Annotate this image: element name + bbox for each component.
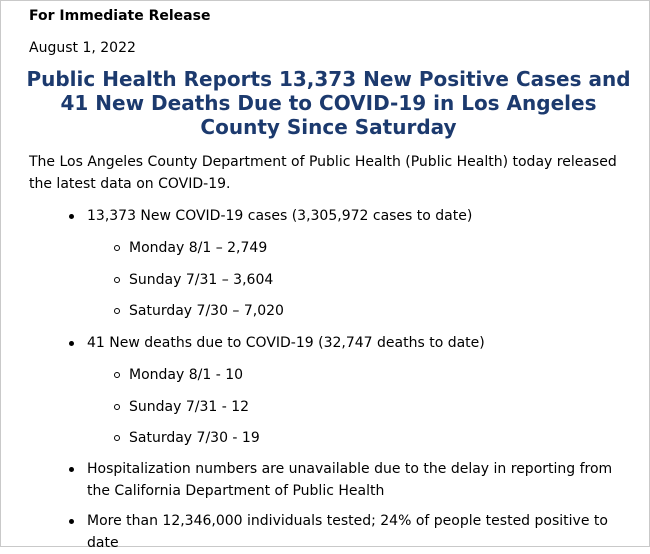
press-release-title: Public Health Reports 13,373 New Positiv… bbox=[26, 67, 631, 139]
release-label: For Immediate Release bbox=[29, 8, 211, 24]
deaths-item-saturday: Saturday 7/30 - 19 bbox=[114, 427, 260, 449]
release-date: August 1, 2022 bbox=[29, 40, 136, 56]
intro-paragraph: The Los Angeles County Department of Pub… bbox=[29, 154, 617, 192]
deaths-item-monday: Monday 8/1 - 10 bbox=[113, 364, 243, 386]
deaths-item-sunday: Sunday 7/31 - 12 bbox=[113, 396, 249, 418]
deaths-bullet: 41 New deaths due to COVID-19 (32,747 de… bbox=[69, 332, 485, 354]
cases-item-sunday: Sunday 7/31 – 3,604 bbox=[113, 269, 273, 291]
hospitalization-bullet: Hospitalization numbers are unavailable … bbox=[69, 458, 617, 502]
cases-item-monday: Monday 8/1 – 2,749 bbox=[113, 237, 267, 259]
testing-bullet: More than 12,346,000 individuals tested;… bbox=[69, 510, 637, 554]
cases-bullet: 13,373 New COVID-19 cases (3,305,972 cas… bbox=[68, 205, 472, 227]
cases-item-saturday: Saturday 7/30 – 7,020 bbox=[114, 300, 284, 322]
